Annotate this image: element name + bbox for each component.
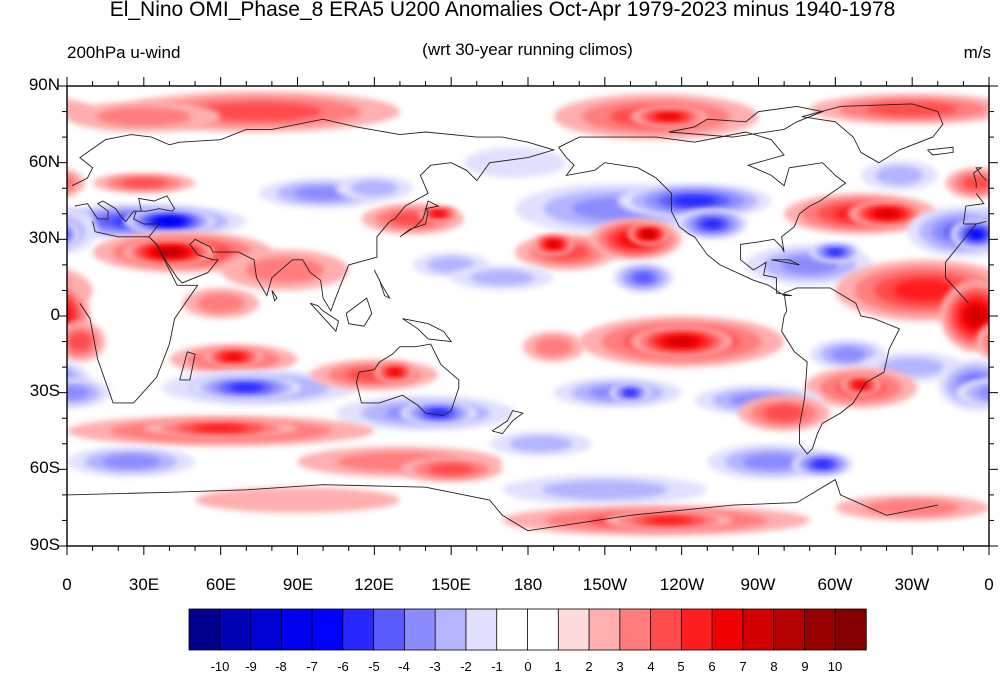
- colorbar-swatch: [527, 608, 559, 651]
- colorbar-label: 1: [554, 659, 562, 674]
- colorbar-swatch: [404, 608, 436, 651]
- colorbar: [188, 608, 867, 651]
- colorbar-label: -10: [210, 659, 230, 674]
- colorbar-label: -6: [337, 659, 349, 674]
- plot-title: El_Nino OMI_Phase_8 ERA5 U200 Anomalies …: [109, 0, 896, 21]
- colorbar-label: -7: [306, 659, 318, 674]
- units-label: m/s: [963, 43, 991, 62]
- colorbar-swatch: [773, 608, 806, 651]
- lon-label-30e: 30E: [128, 575, 160, 594]
- colorbar-label: 3: [616, 659, 624, 674]
- colorbar-swatch: [250, 608, 283, 651]
- colorbar-label: 0: [524, 659, 532, 674]
- colorbar-label: -9: [245, 659, 257, 674]
- lon-label-150w: 150W: [582, 575, 628, 594]
- colorbar-label: 5: [677, 659, 685, 674]
- anomaly-field: [67, 91, 989, 536]
- colorbar-label: 10: [827, 659, 843, 674]
- colorbar-swatch: [834, 608, 867, 651]
- variable-label: 200hPa u-wind: [67, 43, 181, 62]
- colorbar-label: -8: [275, 659, 287, 674]
- lon-label-120e: 120E: [354, 575, 394, 594]
- colorbar-swatch: [373, 608, 406, 651]
- colorbar-swatch: [434, 608, 467, 651]
- colorbar-label: -3: [429, 659, 441, 674]
- colorbar-swatch: [219, 608, 252, 651]
- colorbar-swatch: [280, 608, 313, 651]
- colorbar-swatch: [342, 608, 375, 651]
- axis-ticks: [58, 77, 998, 555]
- lat-label-60s: 60S: [29, 458, 60, 477]
- lon-label-0-east: 0: [984, 575, 994, 594]
- lon-label-0: 0: [62, 575, 72, 594]
- lon-label-30w: 30W: [894, 575, 930, 594]
- colorbar-swatch: [650, 608, 683, 651]
- lon-label-60w: 60W: [817, 575, 853, 594]
- colorbar-swatch: [742, 608, 775, 651]
- colorbar-label: 9: [801, 659, 809, 674]
- colorbar-swatch: [680, 608, 713, 651]
- lat-label-eq: 0: [50, 305, 60, 324]
- lon-label-120w: 120W: [659, 575, 705, 594]
- colorbar-swatch: [711, 608, 744, 651]
- colorbar-swatch: [804, 608, 836, 651]
- colorbar-label: -4: [398, 659, 410, 674]
- colorbar-label: 2: [585, 659, 593, 674]
- coastlines: [67, 103, 987, 532]
- colorbar-label: -1: [491, 659, 503, 674]
- colorbar-swatch: [588, 608, 621, 651]
- lat-label-60n: 60N: [28, 152, 60, 171]
- lon-label-150e: 150E: [431, 575, 471, 594]
- lat-label-30n: 30N: [28, 228, 60, 247]
- colorbar-swatch: [619, 608, 652, 651]
- colorbar-swatch: [496, 608, 529, 651]
- lat-label-30s: 30S: [29, 381, 60, 400]
- lon-label-180: 180: [513, 575, 543, 594]
- colorbar-label: 6: [708, 659, 716, 674]
- lat-label-90s: 90S: [29, 535, 60, 554]
- colorbar-swatch: [188, 608, 221, 651]
- colorbar-label: 7: [739, 659, 747, 674]
- colorbar-label: -2: [460, 659, 472, 674]
- lon-label-60e: 60E: [205, 575, 237, 594]
- lon-label-90e: 90E: [282, 575, 314, 594]
- climatology-note: (wrt 30-year running climos): [422, 40, 633, 59]
- colorbar-swatch: [465, 608, 498, 651]
- lon-label-90w: 90W: [740, 575, 776, 594]
- colorbar-label: -5: [368, 659, 380, 674]
- colorbar-label: 4: [647, 659, 655, 674]
- lat-label-90n: 90N: [28, 75, 60, 94]
- colorbar-label: 8: [770, 659, 778, 674]
- colorbar-swatch: [557, 608, 590, 651]
- colorbar-swatch: [311, 608, 344, 651]
